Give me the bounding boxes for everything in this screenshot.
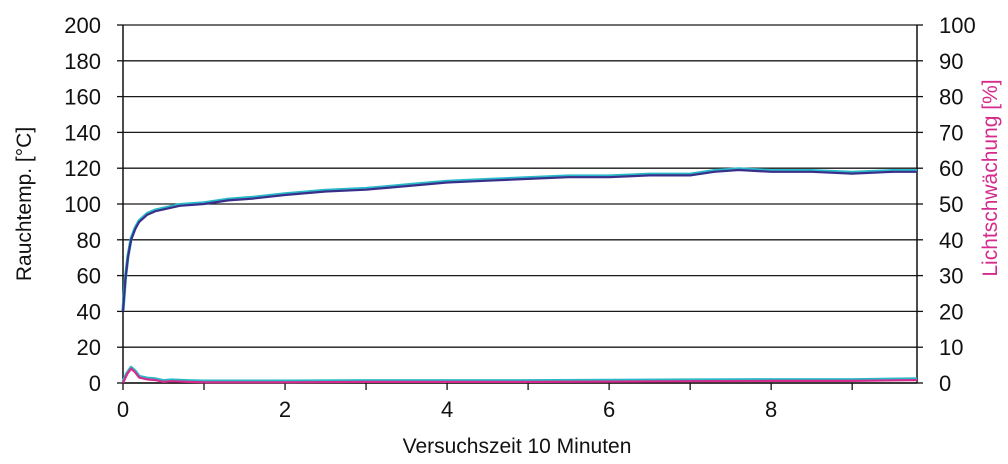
series-line-1 [121, 168, 917, 312]
y-tick-label-left: 100 [64, 192, 101, 217]
y-tick-label-left: 180 [64, 49, 101, 74]
y-tick-label-left: 200 [64, 13, 101, 38]
y-tick-label-left: 20 [77, 335, 101, 360]
y-tick-label-right: 30 [939, 264, 963, 289]
y-tick-label-left: 160 [64, 85, 101, 110]
x-axis-label: Versuchszeit 10 Minuten [403, 435, 632, 458]
series-line-2-shadow [121, 365, 918, 383]
y-tick-label-right: 100 [939, 13, 976, 38]
x-tick-label: 4 [441, 397, 453, 422]
axes [117, 24, 923, 390]
y-axis-label-left: Rauchtemp. [°C] [13, 127, 36, 281]
x-tick-label: 8 [765, 397, 777, 422]
x-tick-label: 6 [603, 397, 615, 422]
y-tick-label-right: 0 [939, 371, 951, 396]
y-tick-label-right: 20 [939, 299, 963, 324]
grid-lines [123, 24, 917, 384]
y-tick-label-left: 60 [77, 264, 101, 289]
y-tick-label-left: 80 [77, 228, 101, 253]
y-tick-label-right: 70 [939, 120, 963, 145]
y-tick-label-right: 90 [939, 49, 963, 74]
series-lines [121, 167, 918, 384]
y-axis-label-right: Lichtschwächung [%] [979, 79, 1002, 276]
y-tick-label-left: 40 [77, 299, 101, 324]
y-tick-label-right: 10 [939, 335, 963, 360]
y-tick-label-right: 50 [939, 192, 963, 217]
y-tick-label-right: 80 [939, 85, 963, 110]
y-tick-label-left: 0 [89, 371, 101, 396]
y-tick-label-left: 140 [64, 120, 101, 145]
y-tick-label-left: 120 [64, 156, 101, 181]
x-tick-label: 0 [117, 397, 129, 422]
y-tick-label-right: 40 [939, 228, 963, 253]
y-tick-label-right: 60 [939, 156, 963, 181]
series-line-2 [122, 367, 918, 384]
tick-labels: 0 2 4 6 802040608010012014016018020001020304… [64, 13, 975, 422]
x-tick-label: 2 [279, 397, 291, 422]
